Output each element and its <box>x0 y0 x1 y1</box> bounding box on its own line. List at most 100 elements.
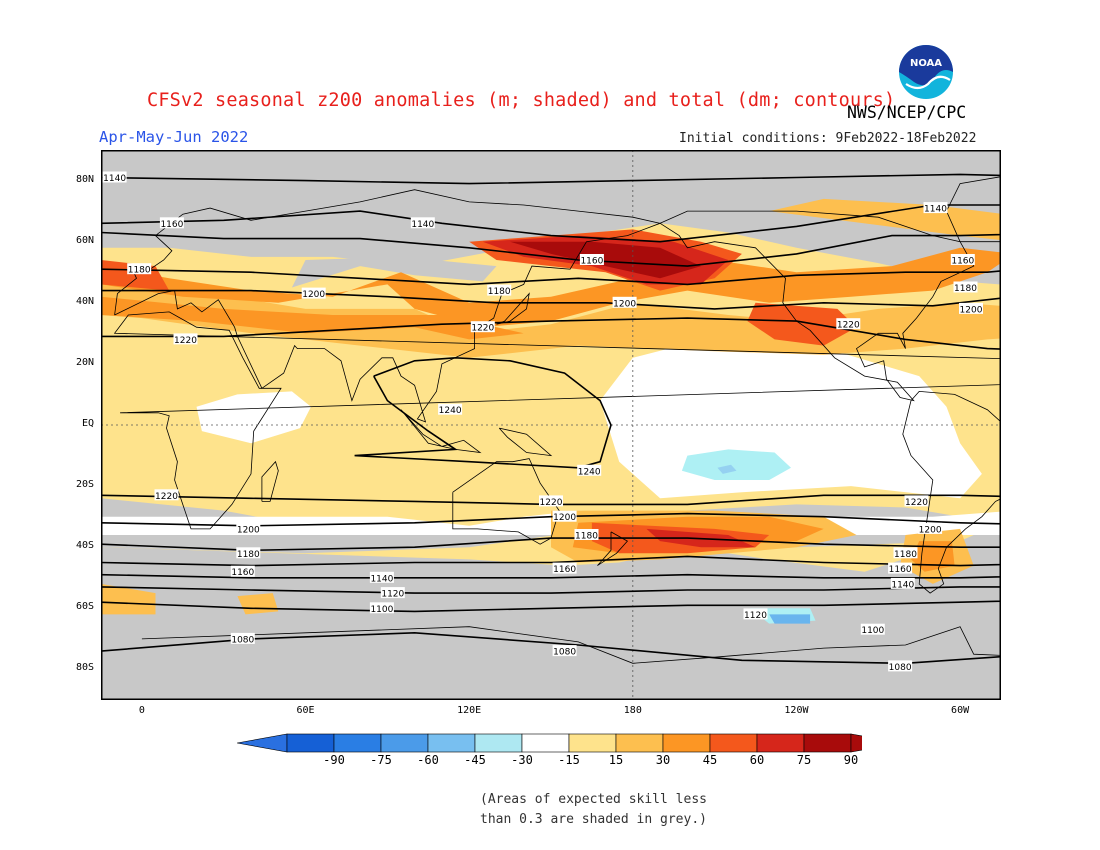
contour-1140-south <box>101 573 1001 579</box>
lat-label: 80S <box>75 662 94 674</box>
lat-label: 60N <box>75 234 94 246</box>
contour-label-bg <box>236 522 261 534</box>
colorbar-box <box>662 733 711 753</box>
contour-label-bg <box>890 577 915 589</box>
contour-label-bg <box>836 318 861 330</box>
greenland-outline <box>946 176 1001 243</box>
contour-label-bg <box>369 602 394 614</box>
contour-label-bg <box>410 217 435 229</box>
contour-label: 1220 <box>539 495 563 508</box>
contour-label-bg <box>552 510 577 522</box>
contour-label-text: 1160 <box>160 220 183 230</box>
contour-label-text: 1120 <box>744 611 767 621</box>
initial-conditions-label: Initial conditions: 9Feb2022-18Feb2022 <box>679 131 977 146</box>
contour-label-bg <box>888 562 913 574</box>
contour-label-bg <box>369 571 394 583</box>
contour-label: 1200 <box>918 522 943 535</box>
pos-60-75-na-east <box>747 302 857 346</box>
contour-label: 1180 <box>127 263 152 276</box>
colorbar-label: 45 <box>702 753 718 767</box>
lat-label: 80N <box>75 173 94 185</box>
contour-label-text: 1140 <box>370 574 393 584</box>
contour-label-bg <box>102 171 127 183</box>
contour-label: 1160 <box>159 217 184 230</box>
contour-label: 1140 <box>369 571 394 584</box>
colorbar-label: 90 <box>843 753 859 767</box>
contour-label: 1160 <box>888 562 913 575</box>
contour-label-text: 1220 <box>155 492 178 502</box>
contour-1160-south <box>101 555 1001 567</box>
africa-outline <box>113 311 1001 530</box>
colorbar-label: -15 <box>558 753 580 767</box>
contour-label: 1220 <box>173 333 198 346</box>
graticule <box>101 150 1001 700</box>
contour-label-bg <box>860 623 885 635</box>
contour-label: 1180 <box>236 547 261 560</box>
colorbar-box <box>286 733 335 753</box>
contour-label-text: 1200 <box>960 305 983 315</box>
contour-label: 1140 <box>102 171 127 184</box>
contour-label-bg <box>438 403 463 415</box>
agency-label: NWS/NCEP/CPC <box>847 103 967 122</box>
contour-1100-south <box>101 600 1001 613</box>
contour-label: 1100 <box>369 602 394 615</box>
contour-1200-south <box>101 512 1001 527</box>
colorbar-over-arrow <box>850 733 862 753</box>
contour-label-text: 1080 <box>889 663 912 673</box>
contour-label: 1160 <box>579 254 604 267</box>
contour-label: 1160 <box>950 254 975 267</box>
contour-label-text: 1160 <box>580 257 603 267</box>
contour-label-text: 1080 <box>231 635 254 645</box>
contour-label-text: 1160 <box>889 565 912 575</box>
contour-label-bg <box>893 547 918 559</box>
contour-1160 <box>101 231 1001 267</box>
lat-label: EQ <box>81 418 94 429</box>
contour-label-text: 1200 <box>613 299 636 309</box>
colorbar-under-arrow <box>237 733 288 753</box>
lat-label: 40N <box>75 295 94 307</box>
contour-label-bg <box>953 281 978 293</box>
contour-label-text: 1180 <box>894 550 917 560</box>
contour-label-text: 1220 <box>540 498 563 508</box>
contour-label-text: 1160 <box>553 565 576 575</box>
lon-label: 180 <box>623 705 642 716</box>
contour-label: 1080 <box>552 645 577 658</box>
contour-label-text: 1200 <box>237 525 260 535</box>
contour-label-text: 1200 <box>919 525 942 535</box>
contour-label-text: 1140 <box>103 174 126 184</box>
contour-label: 1180 <box>574 529 599 542</box>
contour-label-bg <box>923 202 948 214</box>
contour-1120-south <box>101 586 1001 594</box>
grey-south <box>101 522 1001 700</box>
contour-label-bg <box>236 547 261 559</box>
contour-label-text: 1140 <box>411 220 434 230</box>
contour-label: 1240 <box>577 464 602 477</box>
contour-label-text: 1180 <box>237 550 260 560</box>
contour-label-text: 1180 <box>575 532 598 542</box>
contour-label-bg <box>159 217 184 229</box>
colorbar-label: -45 <box>464 753 486 767</box>
colorbar-label: 75 <box>796 753 812 767</box>
colorbar-label: -75 <box>370 753 392 767</box>
season-label: Apr-May-Jun 2022 <box>99 128 249 146</box>
contour-label-text: 1160 <box>951 257 974 267</box>
new-guinea-outline <box>498 427 553 457</box>
contour-label: 1080 <box>888 660 913 673</box>
map-layers: 1140 1160 1140 1140 1180 1200 1180 1160 1200 1220… <box>101 150 1001 700</box>
lon-label: 120E <box>457 705 482 716</box>
contour-label: 1220 <box>836 318 861 331</box>
pos-45-60-north <box>101 247 1001 328</box>
contour-label-bg <box>487 284 512 296</box>
lon-label: 120W <box>784 705 809 716</box>
contour-label: 1180 <box>953 281 978 294</box>
contour-label-text: 1100 <box>861 626 884 636</box>
contour-label-text: 1120 <box>381 590 404 600</box>
contour-1240 <box>354 356 612 469</box>
contour-label-text: 1200 <box>553 513 576 523</box>
colorbar-box <box>380 733 429 753</box>
neg-45-60-southern <box>769 614 811 624</box>
contour-label-bg <box>173 333 198 345</box>
contour-label: 1140 <box>890 577 915 590</box>
indonesia-outline <box>400 409 482 454</box>
contour-label-bg <box>574 529 599 540</box>
